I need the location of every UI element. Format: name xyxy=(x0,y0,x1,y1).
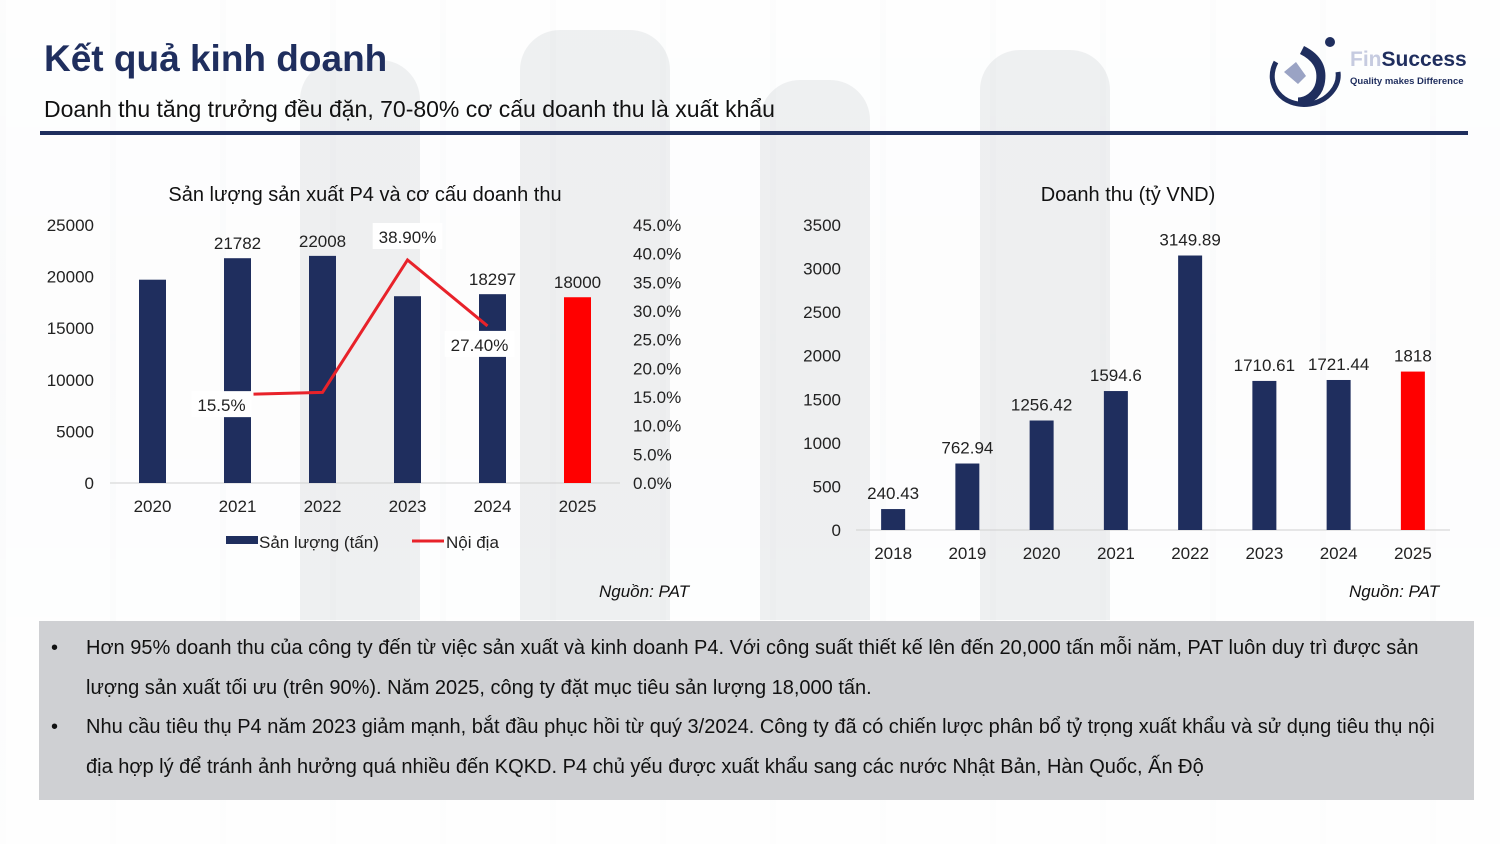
logo-mark-icon xyxy=(1269,37,1341,107)
chart2-x-tick: 2025 xyxy=(1394,544,1432,563)
production-chart: Sản lượng sản xuất P4 và cơ cấu doanh th… xyxy=(47,184,681,552)
chart1-bar-label: 21782 xyxy=(214,234,261,253)
chart1-y2-tick: 15.0% xyxy=(633,388,681,407)
chart2-bar-label: 1721.44 xyxy=(1308,355,1369,374)
chart2-x-tick: 2021 xyxy=(1097,544,1135,563)
chart2-bar xyxy=(955,463,980,530)
chart1-y-tick: 10000 xyxy=(47,371,94,390)
chart2-bar-label: 1256.42 xyxy=(1011,396,1072,415)
chart1-x-tick: 2021 xyxy=(219,497,257,516)
chart1-y2-tick: 40.0% xyxy=(633,245,681,264)
chart1-y2-tick: 5.0% xyxy=(633,445,672,464)
chart2-y-tick: 3500 xyxy=(803,216,841,235)
chart2-bar-label: 240.43 xyxy=(867,484,919,503)
chart2-bar xyxy=(1178,255,1203,530)
chart2-y-tick: 2000 xyxy=(803,347,841,366)
chart1-domestic-line xyxy=(253,257,489,396)
chart2-bar-label: 1594.6 xyxy=(1090,366,1142,385)
chart1-bar-label: 22008 xyxy=(299,232,346,251)
chart1-y2-tick: 20.0% xyxy=(633,359,681,378)
background-silhouette xyxy=(760,80,870,620)
chart2-bar xyxy=(1400,371,1425,530)
chart1-bar xyxy=(309,255,336,483)
chart1-title: Sản lượng sản xuất P4 và cơ cấu doanh th… xyxy=(168,184,561,206)
chart1-x-tick: 2022 xyxy=(304,497,342,516)
chart1-bar xyxy=(479,294,506,483)
chart2-y-tick: 0 xyxy=(832,521,841,540)
chart2-y-tick: 500 xyxy=(813,477,841,496)
chart1-line-label: 27.40% xyxy=(451,336,509,355)
chart1-y-tick: 5000 xyxy=(56,422,94,441)
chart1-source: Nguồn: PAT xyxy=(599,582,690,601)
header-divider xyxy=(40,131,1468,135)
chart2-x-tick: 2019 xyxy=(948,544,986,563)
logo-wordmark: FinSuccess xyxy=(1350,48,1467,71)
chart1-y2-tick: 45.0% xyxy=(633,216,681,235)
chart2-title: Doanh thu (tỷ VND) xyxy=(1041,184,1216,206)
chart1-y-tick: 25000 xyxy=(47,216,94,235)
chart1-bar-label: 18000 xyxy=(554,273,601,292)
chart2-bar-label: 1818 xyxy=(1394,347,1432,366)
chart2-x-tick: 2024 xyxy=(1320,544,1358,563)
chart2-y-tick: 1000 xyxy=(803,434,841,453)
chart1-y2-tick: 0.0% xyxy=(633,474,672,493)
chart2-y-tick: 2500 xyxy=(803,303,841,322)
chart2-y-tick: 1500 xyxy=(803,390,841,409)
chart1-line-label-bg xyxy=(372,222,443,249)
chart2-bar xyxy=(881,509,906,530)
chart1-legend-line-label: Nội địa xyxy=(446,533,499,552)
chart2-source: Nguồn: PAT xyxy=(1349,582,1440,601)
note-item: Nhu cầu tiêu thụ P4 năm 2023 giảm mạnh, … xyxy=(39,708,1474,787)
chart1-x-tick: 2023 xyxy=(389,497,427,516)
chart2-y-tick: 3000 xyxy=(803,260,841,279)
page-subtitle: Doanh thu tăng trưởng đều đặn, 70-80% cơ… xyxy=(44,96,775,122)
chart1-y-tick: 15000 xyxy=(47,319,94,338)
company-logo: FinSuccess Quality makes Difference xyxy=(1262,32,1472,112)
chart1-line-label-bg xyxy=(444,330,515,357)
chart1-line-label: 15.5% xyxy=(197,396,245,415)
chart2-bar xyxy=(1029,420,1054,530)
chart1-y2-tick: 30.0% xyxy=(633,302,681,321)
chart1-bar xyxy=(394,296,421,483)
revenue-chart: Doanh thu (tỷ VND) 0 500 1000 1500 2000 2500 30… xyxy=(803,184,1450,563)
chart1-bar xyxy=(139,279,166,483)
chart2-bar xyxy=(1326,379,1351,530)
logo-tagline: Quality makes Difference xyxy=(1350,76,1464,87)
chart2-x-tick: 2023 xyxy=(1245,544,1283,563)
chart1-line-label: 38.90% xyxy=(379,228,437,247)
chart1-legend-bar-swatch xyxy=(226,536,258,544)
page-title: Kết quả kinh doanh xyxy=(44,38,388,79)
chart2-bar xyxy=(1103,391,1128,530)
chart2-bar xyxy=(1252,380,1277,530)
chart1-bar xyxy=(224,258,251,483)
chart1-x-tick: 2020 xyxy=(134,497,172,516)
chart1-x-tick: 2025 xyxy=(559,497,597,516)
chart2-bar-label: 762.94 xyxy=(941,439,993,458)
chart1-y-tick: 0 xyxy=(85,474,94,493)
chart1-y2-tick: 10.0% xyxy=(633,417,681,436)
chart2-x-tick: 2022 xyxy=(1171,544,1209,563)
chart1-line-label-bg xyxy=(191,391,252,418)
chart2-bar-label: 3149.89 xyxy=(1159,231,1220,250)
chart2-x-tick: 2018 xyxy=(874,544,912,563)
chart1-bar xyxy=(564,297,591,483)
chart2-x-tick: 2020 xyxy=(1023,544,1061,563)
notes-panel: Hơn 95% doanh thu của công ty đến từ việ… xyxy=(39,621,1474,800)
chart1-y-tick: 20000 xyxy=(47,268,94,287)
chart1-x-tick: 2024 xyxy=(474,497,512,516)
chart1-legend-bar-label: Sản lượng (tấn) xyxy=(259,533,379,552)
background-silhouette xyxy=(520,30,670,620)
chart1-y2-tick: 25.0% xyxy=(633,331,681,350)
chart1-y2-tick: 35.0% xyxy=(633,273,681,292)
chart1-bar-label: 18297 xyxy=(469,270,516,289)
chart2-bar-label: 1710.61 xyxy=(1234,356,1295,375)
note-item: Hơn 95% doanh thu của công ty đến từ việ… xyxy=(39,629,1474,708)
